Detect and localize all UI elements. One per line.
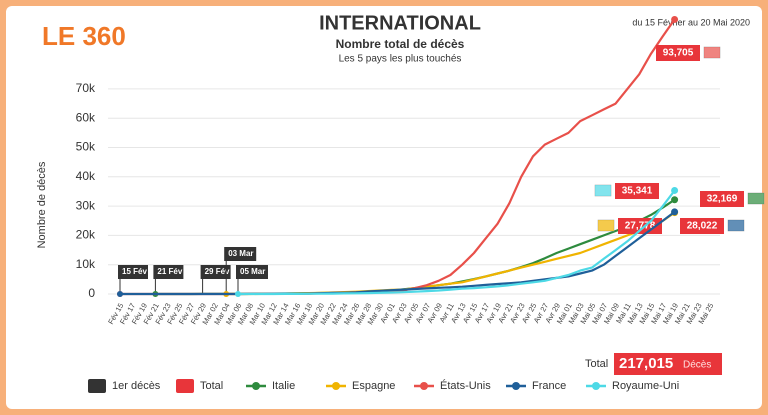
y-tick-label: 20k bbox=[76, 228, 96, 242]
series-line bbox=[238, 189, 676, 296]
end-label: 32,169 bbox=[707, 194, 738, 205]
total-unit: Décès bbox=[683, 360, 711, 371]
flag-color bbox=[595, 185, 611, 196]
y-tick-label: 70k bbox=[76, 81, 96, 95]
period: du 15 Février au 20 Mai 2020 bbox=[632, 17, 750, 27]
annotation-box bbox=[200, 265, 231, 279]
end-point bbox=[671, 208, 679, 216]
total-box bbox=[614, 353, 722, 375]
total-label: Total bbox=[585, 358, 608, 370]
annotation-label: 29 Fév bbox=[205, 267, 230, 276]
flag-color bbox=[748, 193, 764, 204]
legend-swatch bbox=[332, 382, 340, 390]
end-label-box bbox=[615, 183, 659, 199]
y-tick-label: 60k bbox=[76, 110, 96, 124]
y-axis-label: Nombre de décès bbox=[36, 161, 48, 248]
y-tick-label: 30k bbox=[76, 198, 96, 212]
flag-color bbox=[728, 220, 744, 231]
legend-swatch bbox=[512, 382, 520, 390]
annotation-label: 15 Fév bbox=[122, 267, 147, 276]
end-label: 28,022 bbox=[687, 221, 718, 232]
chart-subtitle: Les 5 pays les plus touchés bbox=[339, 54, 462, 65]
y-tick-label: 50k bbox=[76, 140, 96, 154]
end-label-box bbox=[680, 218, 724, 234]
legend-label: États-Unis bbox=[440, 379, 491, 392]
total-value: 217,015 bbox=[619, 355, 673, 372]
legend-label: France bbox=[532, 380, 566, 392]
flag-color bbox=[704, 47, 720, 58]
series-line bbox=[120, 211, 676, 296]
legend-label: Italie bbox=[272, 380, 295, 392]
y-tick-label: 10k bbox=[76, 257, 96, 271]
legend-swatch bbox=[252, 382, 260, 390]
end-label: 93,705 bbox=[663, 48, 694, 59]
end-point bbox=[671, 186, 679, 194]
flag-color bbox=[598, 220, 614, 231]
legend-label: Espagne bbox=[352, 380, 395, 392]
legend-label: 1er décès bbox=[112, 380, 161, 392]
end-point bbox=[671, 15, 679, 23]
first-point bbox=[117, 290, 123, 297]
y-tick-label: 0 bbox=[88, 286, 95, 300]
legend-swatch bbox=[592, 382, 600, 390]
end-label-box bbox=[700, 191, 744, 207]
legend-swatch bbox=[420, 382, 428, 390]
end-label-box bbox=[656, 45, 700, 61]
annotation-label: 03 Mar bbox=[228, 249, 253, 258]
legend-swatch bbox=[176, 379, 194, 393]
background bbox=[6, 6, 762, 409]
end-label: 35,341 bbox=[622, 186, 653, 197]
annotation-box bbox=[236, 265, 268, 279]
annotation-box bbox=[224, 247, 257, 261]
annotation-label: 21 Fév bbox=[157, 267, 182, 276]
chart-subtitle: Nombre total de décès bbox=[336, 37, 465, 51]
brand: LE 360 bbox=[42, 21, 126, 51]
chart-title: INTERNATIONAL bbox=[319, 12, 481, 34]
legend-label: Royaume-Uni bbox=[612, 380, 679, 392]
annotation-box bbox=[118, 265, 148, 279]
end-label: 27,778 bbox=[625, 221, 656, 232]
first-point bbox=[235, 290, 241, 297]
y-tick-label: 40k bbox=[76, 169, 96, 183]
end-point bbox=[671, 196, 679, 204]
annotation-box bbox=[153, 265, 184, 279]
legend-swatch bbox=[88, 379, 106, 393]
annotation-label: 05 Mar bbox=[240, 267, 265, 276]
legend-label: Total bbox=[200, 380, 223, 392]
